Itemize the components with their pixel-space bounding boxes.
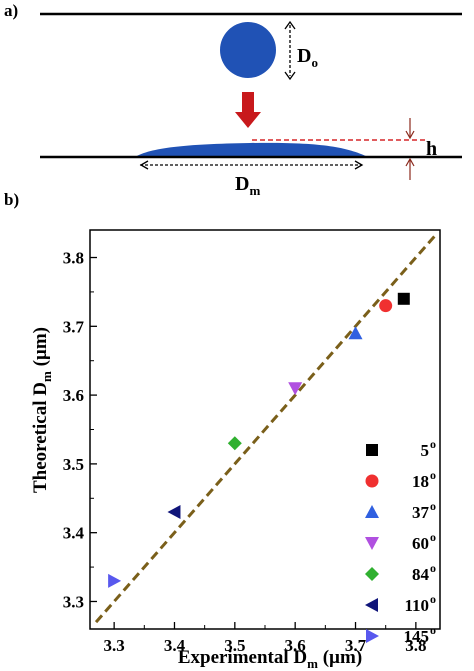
data-point-37 <box>348 326 363 340</box>
data-point-5 <box>397 292 410 305</box>
x-tick-label: 3.7 <box>345 636 367 655</box>
panel-b-label: b) <box>4 190 20 209</box>
legend-marker-5 <box>366 444 378 456</box>
legend-marker-37 <box>365 505 379 518</box>
drop-diameter-marker <box>284 20 296 81</box>
x-tick-label: 3.4 <box>164 636 186 655</box>
height-label: h <box>426 138 437 160</box>
y-tick-label: 3.5 <box>63 455 84 474</box>
legend-degree-18: o <box>430 468 436 482</box>
panel-a-label: a) <box>4 1 19 20</box>
y-tick-label: 3.3 <box>63 592 84 611</box>
legend-degree-60: o <box>430 530 436 544</box>
spreading-schematic: Do h Dm <box>40 12 462 195</box>
data-point-145 <box>108 573 122 588</box>
legend-marker-60 <box>365 537 379 550</box>
legend-marker-110 <box>365 598 378 612</box>
legend-label-60: 60 <box>412 534 429 553</box>
y-tick-label: 3.6 <box>63 386 84 405</box>
legend-label-145: 145 <box>404 627 430 646</box>
legend-marker-18 <box>365 474 379 488</box>
legend-label-37: 37 <box>412 503 430 522</box>
data-point-60 <box>288 382 303 396</box>
data-point-84 <box>227 436 242 451</box>
spread-droplet <box>135 142 368 157</box>
scatter-chart: Theoretical Dm (µm) Experimental Dm (µm)… <box>30 229 441 671</box>
legend-degree-145: o <box>430 623 436 637</box>
x-tick-label: 3.5 <box>224 636 245 655</box>
impact-arrow <box>235 92 261 128</box>
legend-degree-84: o <box>430 561 436 575</box>
legend-label-18: 18 <box>412 472 429 491</box>
x-tick-label: 3.8 <box>405 636 426 655</box>
x-tick-label: 3.3 <box>104 636 125 655</box>
legend-label-84: 84 <box>412 565 430 584</box>
legend-degree-5: o <box>430 437 436 451</box>
x-tick-label: 3.6 <box>285 636 306 655</box>
y-tick-label: 3.7 <box>63 317 85 336</box>
legend-label-110: 110 <box>404 596 429 615</box>
legend-degree-110: o <box>430 592 436 606</box>
x-axis-title: Experimental Dm (µm) <box>178 647 362 671</box>
y-axis-title: Theoretical Dm (µm) <box>30 327 54 493</box>
reference-line <box>94 232 439 624</box>
spread-diameter-label: Dm <box>235 173 260 195</box>
height-marker <box>405 118 415 180</box>
y-tick-label: 3.4 <box>63 524 85 543</box>
falling-droplet <box>220 22 276 78</box>
data-point-18 <box>379 299 393 313</box>
drop-diameter-label: Do <box>297 45 318 70</box>
legend-label-5: 5 <box>421 441 430 460</box>
legend-degree-37: o <box>430 499 436 513</box>
y-tick-label: 3.8 <box>63 249 84 268</box>
legend-marker-145 <box>366 629 379 643</box>
data-point-110 <box>167 505 181 520</box>
spread-diameter-marker <box>139 160 364 170</box>
legend-marker-84 <box>365 567 379 581</box>
